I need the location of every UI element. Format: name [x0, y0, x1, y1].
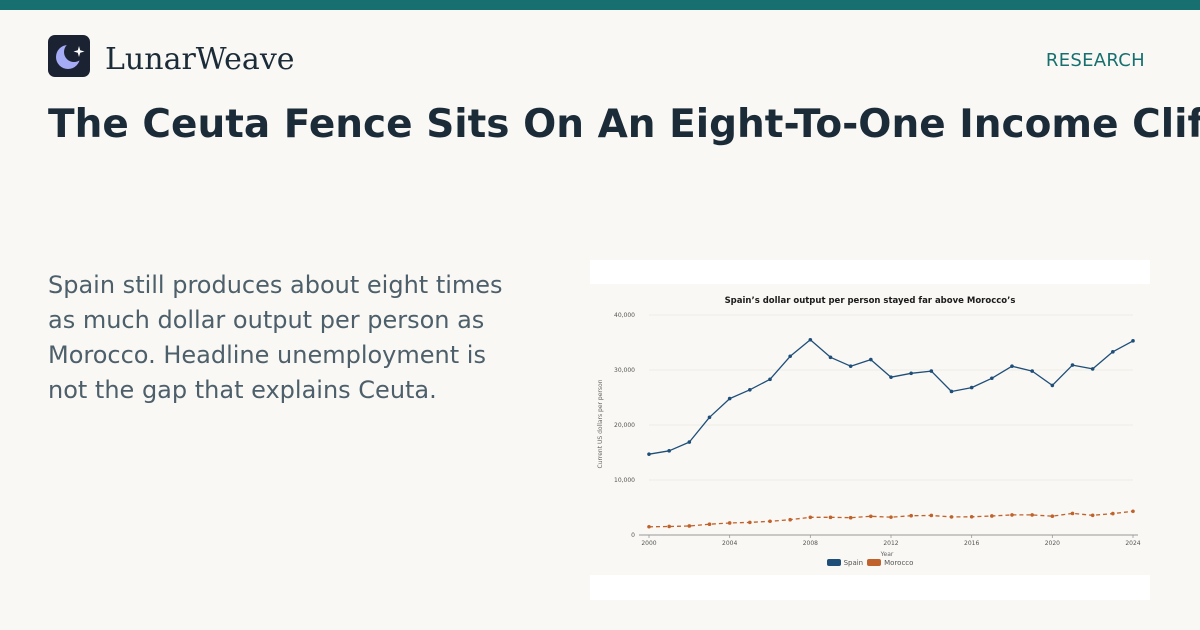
data-point-spain	[1010, 364, 1014, 368]
data-point-morocco	[848, 515, 853, 520]
data-point-spain	[748, 388, 752, 392]
article-deck: Spain still produces about eight times a…	[48, 271, 503, 404]
y-tick-label: 20,000	[614, 422, 635, 429]
data-point-spain	[909, 371, 913, 376]
data-point-morocco	[969, 514, 974, 519]
data-point-spain	[949, 389, 954, 394]
data-point-morocco	[990, 514, 994, 518]
data-point-morocco	[707, 522, 712, 527]
y-axis-label: Current US dollars per person	[597, 379, 604, 468]
y-tick-label: 10,000	[614, 477, 635, 484]
data-point-spain	[1030, 369, 1034, 373]
chart-title: Spain’s dollar output per person stayed …	[725, 296, 1016, 306]
chart-card: Spain’s dollar output per person stayed …	[590, 260, 1150, 600]
legend-item-spain: Spain	[826, 559, 864, 568]
data-point-morocco	[1111, 511, 1115, 516]
series-line-morocco	[648, 510, 1134, 528]
data-point-morocco	[727, 521, 732, 525]
data-point-spain	[788, 354, 792, 359]
x-axis-label: Year	[880, 551, 894, 558]
legend-label: Morocco	[884, 559, 914, 567]
data-point-spain	[929, 369, 934, 373]
brand-name: LunarWeave	[105, 42, 295, 77]
data-point-spain	[808, 337, 813, 342]
y-tick-label: 40,000	[614, 312, 635, 319]
data-point-morocco	[1030, 513, 1034, 517]
data-point-morocco	[748, 520, 752, 525]
legend-swatch	[867, 559, 882, 566]
chart-legend: Spain Morocco	[590, 559, 1150, 568]
data-point-spain	[727, 396, 732, 401]
data-point-spain	[707, 415, 712, 420]
data-point-morocco	[687, 524, 692, 528]
chart-area: Spain’s dollar output per person stayed …	[590, 284, 1150, 575]
data-point-spain	[1131, 339, 1135, 343]
x-tick-label: 2016	[964, 540, 979, 547]
crescent-moon-star-icon	[48, 35, 90, 77]
data-point-spain	[1090, 367, 1095, 371]
y-tick-label: 0	[631, 532, 635, 539]
data-point-morocco	[647, 524, 651, 529]
data-point-morocco	[667, 524, 671, 529]
data-point-spain	[828, 355, 833, 360]
legend-swatch	[826, 559, 841, 566]
data-point-morocco	[869, 514, 873, 519]
x-tick-label: 2020	[1045, 540, 1060, 547]
brand[interactable]: LunarWeave	[48, 35, 295, 77]
data-point-morocco	[1090, 513, 1095, 518]
x-tick-label: 2000	[641, 540, 656, 547]
legend-item-morocco: Morocco	[867, 559, 913, 568]
data-point-spain	[1111, 350, 1115, 354]
data-point-morocco	[808, 515, 813, 520]
article-headline: The Ceuta Fence Sits On An Eight-To-One …	[48, 102, 1200, 147]
x-tick-label: 2024	[1125, 540, 1140, 547]
data-point-spain	[990, 376, 994, 381]
series-line-spain	[648, 339, 1134, 455]
data-point-morocco	[1070, 511, 1075, 516]
data-point-morocco	[929, 513, 934, 518]
x-tick-label: 2012	[883, 540, 898, 547]
nav-section-research[interactable]: RESEARCH	[1045, 50, 1145, 71]
data-point-morocco	[1010, 513, 1014, 517]
data-point-morocco	[828, 515, 833, 520]
top-accent-bar	[0, 0, 1200, 10]
x-tick-label: 2004	[722, 540, 737, 547]
data-point-spain	[1070, 363, 1075, 367]
data-point-morocco	[889, 515, 893, 519]
data-point-morocco	[788, 517, 792, 522]
data-point-spain	[768, 377, 772, 382]
line-chart: Spain’s dollar output per person stayed …	[597, 296, 1141, 558]
x-tick-label: 2008	[803, 540, 818, 547]
data-point-morocco	[1131, 509, 1135, 514]
data-point-spain	[667, 449, 671, 453]
legend-label: Spain	[843, 559, 864, 567]
data-point-spain	[647, 452, 651, 456]
data-point-morocco	[909, 513, 913, 518]
data-point-spain	[848, 364, 853, 368]
data-point-morocco	[1050, 514, 1055, 518]
data-point-spain	[1050, 383, 1055, 388]
data-point-morocco	[768, 519, 772, 524]
y-tick-label: 30,000	[614, 367, 635, 374]
data-point-spain	[969, 385, 974, 390]
data-point-spain	[889, 375, 893, 379]
data-point-spain	[687, 440, 692, 444]
data-point-spain	[869, 357, 873, 362]
data-point-morocco	[949, 515, 954, 519]
